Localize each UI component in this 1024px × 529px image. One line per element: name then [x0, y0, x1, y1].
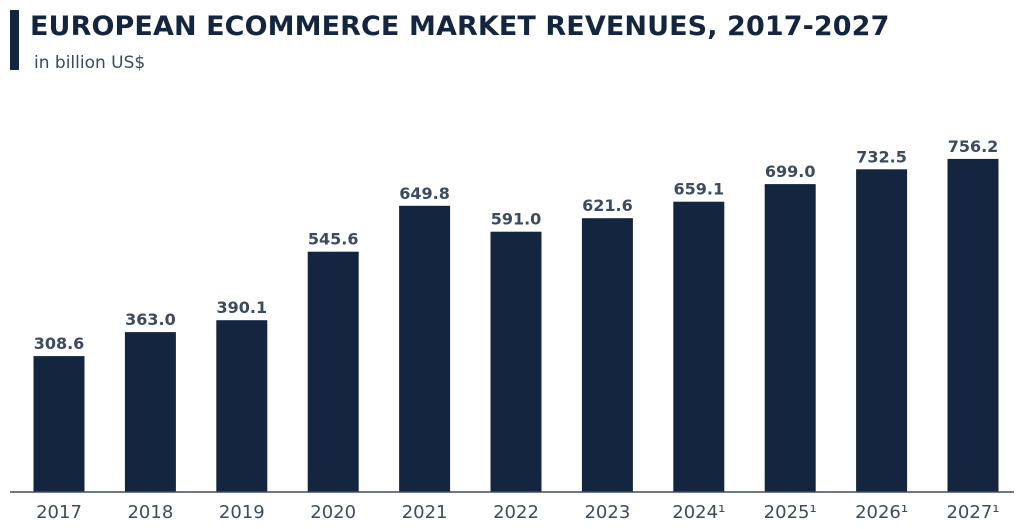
x-tick-label-5: 2022	[493, 502, 539, 523]
x-tick-label-9: 2026¹	[855, 502, 908, 523]
value-label-3: 545.6	[308, 230, 359, 249]
title-accent-bar	[10, 10, 19, 70]
bars-group	[33, 158, 999, 493]
bar-1	[124, 332, 176, 492]
x-tick-label-4: 2021	[402, 502, 448, 523]
x-tick-label-0: 2017	[36, 502, 82, 523]
x-tick-label-8: 2025¹	[764, 502, 817, 523]
x-tick-label-3: 2020	[310, 502, 356, 523]
x-tick-label-2: 2019	[219, 502, 265, 523]
value-label-10: 756.2	[948, 137, 999, 156]
bar-0	[33, 356, 85, 492]
value-label-7: 659.1	[673, 180, 724, 199]
bar-5	[490, 231, 542, 492]
bar-7	[673, 201, 725, 492]
bar-6	[581, 218, 633, 492]
bar-8	[764, 184, 816, 492]
x-tick-label-10: 2027¹	[946, 502, 999, 523]
value-label-0: 308.6	[34, 334, 85, 353]
value-label-4: 649.8	[399, 184, 450, 203]
value-label-6: 621.6	[582, 196, 633, 215]
bar-2	[216, 320, 268, 492]
bar-10	[947, 158, 999, 492]
chart-title: EUROPEAN ECOMMERCE MARKET REVENUES, 2017…	[30, 11, 890, 42]
value-label-1: 363.0	[125, 310, 176, 329]
x-tick-label-6: 2023	[584, 502, 630, 523]
x-tick-labels-group: 2017 2018 2019 2020 2021 2022 2023 2024¹ 2025¹ 20…	[36, 502, 999, 523]
value-label-8: 699.0	[765, 162, 816, 181]
x-tick-label-1: 2018	[127, 502, 173, 523]
bar-9	[856, 169, 908, 493]
value-label-5: 591.0	[491, 210, 542, 229]
chart-subtitle: in billion US$	[34, 53, 146, 73]
value-labels-group: 308.6 363.0 390.1 545.6 649.8 591.0 621.6 659.1…	[34, 137, 999, 353]
bar-3	[307, 251, 359, 492]
value-label-2: 390.1	[216, 298, 267, 317]
value-label-9: 732.5	[856, 147, 907, 166]
bar-4	[399, 205, 451, 493]
x-tick-label-7: 2024¹	[672, 502, 725, 523]
